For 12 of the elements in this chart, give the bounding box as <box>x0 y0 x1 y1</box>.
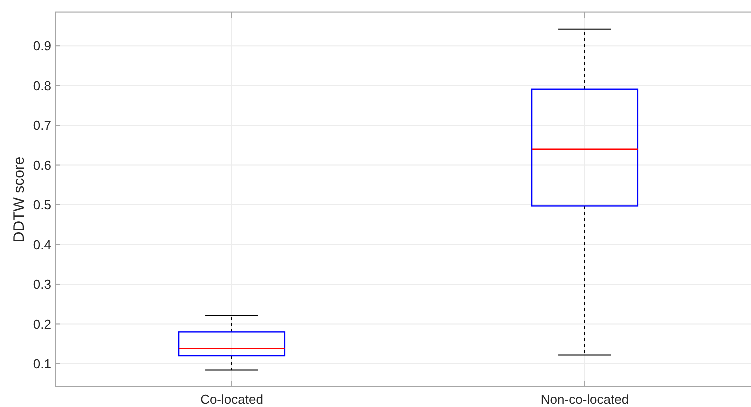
y-tick-label: 0.3 <box>33 277 52 292</box>
y-tick-label: 0.5 <box>33 198 52 213</box>
x-tick-label: Non-co-located <box>540 392 630 407</box>
y-tick-label: 0.8 <box>33 78 52 94</box>
y-tick-label: 0.2 <box>33 316 52 332</box>
x-tick-label: Co-located <box>200 392 264 407</box>
y-tick-label: 0.9 <box>33 38 52 54</box>
y-tick-label: 0.6 <box>33 158 52 173</box>
y-tick-label: 0.7 <box>33 118 52 134</box>
y-tick-label: 0.4 <box>33 237 52 252</box>
y-axis-title: DDTW score <box>11 156 28 243</box>
y-tick-label: 0.1 <box>33 356 52 372</box>
